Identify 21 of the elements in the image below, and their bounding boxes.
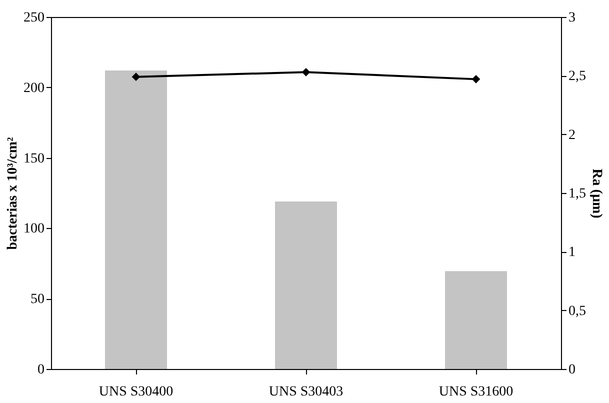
y-tick-label: 50 [30,292,44,308]
bar [275,201,337,369]
y2-tick-label: 3 [568,10,576,26]
y2-tick-label: 0 [568,362,576,378]
y2-tick-label: 2,5 [568,69,586,84]
y-tick-label: 150 [24,151,44,166]
y2-axis-title: Ra (µm) [589,168,604,219]
y-tick-label: 250 [24,10,44,26]
bar [445,271,507,369]
bar [105,70,167,369]
y-tick-label: 0 [38,362,44,378]
x-tick-label: UNS S31600 [438,384,514,400]
y-tick-label: 100 [24,222,44,237]
y-tick-label: 200 [24,80,44,96]
y2-tick-label: 1,5 [568,186,586,202]
y2-tick-label: 0,5 [568,304,586,319]
y2-tick-label: 2 [568,128,576,143]
y-axis-title: bacterias x 10³/cm² [6,137,20,250]
x-tick-label: UNS S30400 [98,384,174,400]
x-tick-label: UNS S30403 [268,384,344,400]
y2-tick-label: 1 [568,245,576,260]
